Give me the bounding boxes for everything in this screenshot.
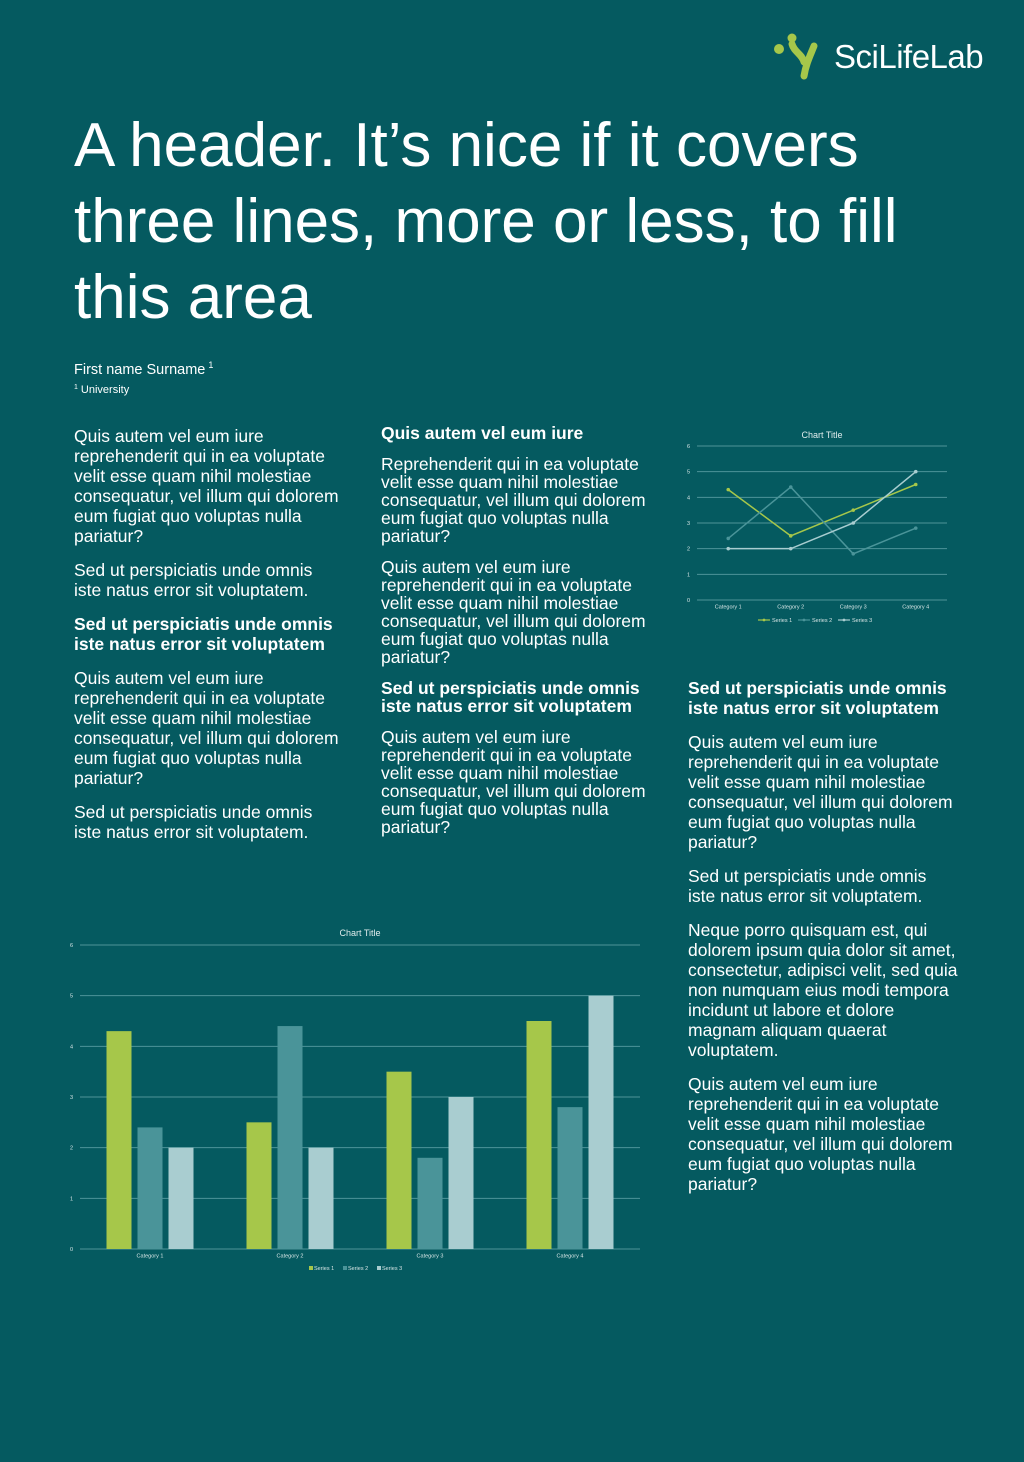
bar-series-1 (106, 1031, 132, 1249)
col2-paragraph-1: Reprehenderit qui in ea voluptate velit … (381, 454, 646, 546)
point-series-2 (851, 552, 856, 556)
legend-swatch (309, 1266, 313, 1270)
y-tick-label: 3 (687, 521, 690, 527)
col1-paragraph-3: Quis autem vel eum iure reprehenderit qu… (74, 668, 339, 788)
author-name: First name Surname (74, 362, 206, 378)
x-tick-label: Category 4 (902, 605, 929, 611)
column-2: Quis autem vel eum iure Reprehenderit qu… (381, 424, 651, 849)
col3-heading: Sed ut perspiciatis unde omnis iste natu… (688, 678, 947, 718)
point-series-3 (726, 546, 731, 551)
legend-label: Series 1 (314, 1266, 334, 1272)
x-tick-label: Category 3 (417, 1254, 444, 1260)
legend-marker (762, 618, 766, 622)
page-title: A header. It’s nice if it covers three l… (74, 111, 898, 332)
column-1: Quis autem vel eum iure reprehenderit qu… (74, 426, 344, 856)
x-tick-label: Category 1 (715, 605, 742, 611)
point-series-1 (788, 534, 793, 538)
legend-label: Series 2 (812, 618, 832, 624)
col1-heading: Sed ut perspiciatis unde omnis iste natu… (74, 614, 333, 654)
point-series-1 (851, 508, 856, 512)
x-tick-label: Category 3 (840, 605, 867, 611)
y-tick-label: 0 (687, 598, 690, 604)
y-tick-label: 2 (70, 1146, 73, 1152)
bar-series-2 (557, 1107, 583, 1249)
y-tick-label: 5 (70, 994, 73, 1000)
affiliation-name: University (80, 384, 130, 396)
point-series-2 (788, 485, 793, 489)
legend-label: Series 1 (772, 618, 792, 624)
line-series-3 (728, 471, 917, 550)
bar-series-3 (168, 1147, 194, 1249)
legend-marker (802, 618, 806, 622)
legend-label: Series 2 (348, 1266, 368, 1272)
col2-heading-2: Sed ut perspiciatis unde omnis iste natu… (381, 678, 640, 716)
y-tick-label: 4 (70, 1044, 73, 1050)
point-series-3 (788, 546, 793, 551)
author-sup: 1 (208, 360, 214, 370)
y-tick-label: 3 (70, 1095, 73, 1101)
logo-text: SciLifeLab (834, 38, 984, 75)
chart-title: Chart Title (801, 430, 842, 440)
legend-swatch (377, 1266, 381, 1270)
affiliation-sup: 1 (74, 384, 78, 391)
x-tick-label: Category 2 (277, 1254, 304, 1260)
legend-label: Series 3 (382, 1266, 402, 1272)
bar-series-3 (308, 1147, 334, 1249)
chart-title: Chart Title (339, 928, 380, 938)
bar-series-2 (417, 1157, 443, 1249)
col1-paragraph-1: Quis autem vel eum iure reprehenderit qu… (74, 426, 339, 546)
col3-paragraph-3: Neque porro quisquam est, qui dolorem ip… (688, 920, 958, 1060)
bar-series-1 (526, 1021, 552, 1249)
x-tick-label: Category 1 (137, 1254, 164, 1260)
y-tick-label: 2 (687, 547, 690, 553)
y-tick-label: 1 (70, 1196, 73, 1202)
bar-series-3 (588, 995, 614, 1249)
line-series-1 (727, 483, 917, 537)
point-series-1 (726, 487, 731, 492)
y-tick-label: 1 (687, 572, 690, 578)
point-series-2 (913, 526, 918, 530)
x-tick-label: Category 2 (777, 605, 804, 611)
y-tick-label: 6 (70, 943, 73, 949)
author-line: First name Surname 1 (74, 360, 213, 378)
bar-series-2 (137, 1127, 163, 1249)
scilifelab-logo-icon (774, 33, 818, 80)
line-series-2 (727, 486, 917, 555)
legend-marker (842, 618, 846, 622)
col2-paragraph-3: Quis autem vel eum iure reprehenderit qu… (381, 727, 646, 837)
bar-series-3 (448, 1097, 474, 1249)
point-series-2 (726, 536, 731, 541)
line-chart: Chart Title 0 1 2 3 4 5 6 Category 1 Category 2 Ca… (687, 430, 947, 624)
y-tick-label: 6 (687, 444, 690, 450)
affiliation-line: 1 University (74, 384, 129, 396)
y-tick-label: 0 (70, 1247, 73, 1253)
col2-heading-1: Quis autem vel eum iure (381, 423, 584, 443)
bar-chart: Chart Title 0 1 2 3 4 5 6 Category 1 Category 2 Ca… (70, 928, 640, 1272)
scilifelab-logo: SciLifeLab (774, 32, 1004, 82)
legend-swatch (343, 1266, 347, 1270)
col3-paragraph-4: Quis autem vel eum iure reprehenderit qu… (688, 1074, 953, 1194)
col2-paragraph-2: Quis autem vel eum iure reprehenderit qu… (381, 557, 646, 667)
point-series-3 (913, 469, 918, 474)
point-series-3 (851, 521, 856, 525)
point-series-1 (913, 482, 918, 487)
col1-paragraph-2: Sed ut perspiciatis unde omnis iste natu… (74, 560, 313, 600)
col3-paragraph-2: Sed ut perspiciatis unde omnis iste natu… (688, 866, 927, 906)
legend-label: Series 3 (852, 618, 872, 624)
bar-series-1 (246, 1122, 272, 1249)
col3-paragraph-1: Quis autem vel eum iure reprehenderit qu… (688, 732, 953, 852)
y-tick-label: 5 (687, 470, 690, 476)
column-3: Sed ut perspiciatis unde omnis iste natu… (688, 678, 958, 1208)
bar-series-2 (277, 1026, 303, 1249)
bar-series-1 (386, 1071, 412, 1249)
y-tick-label: 4 (687, 495, 690, 501)
x-tick-label: Category 4 (557, 1254, 584, 1260)
col1-paragraph-4: Sed ut perspiciatis unde omnis iste natu… (74, 802, 313, 842)
